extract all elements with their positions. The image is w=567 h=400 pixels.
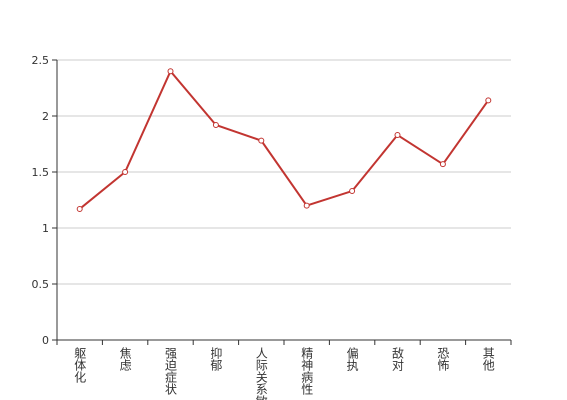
point <box>122 169 129 175</box>
x-tick-label: 强迫症状 <box>164 347 178 395</box>
point <box>167 68 174 75</box>
x-tick-label: 躯体化 <box>73 346 87 384</box>
line <box>79 69 490 210</box>
y-tick-label: 2 <box>42 110 49 123</box>
x-tick-label: 其他 <box>481 347 495 371</box>
x-tick-label: 抑郁 <box>209 346 223 372</box>
x-tick-label: 人际关系敏感 <box>254 347 268 400</box>
point <box>303 202 310 209</box>
x-tick-label: 恐怖 <box>436 347 450 371</box>
x-tick-label: 焦虑 <box>118 347 132 371</box>
point <box>439 161 446 168</box>
point <box>212 121 219 128</box>
point <box>349 188 356 195</box>
y-tick-label: 1 <box>42 222 49 235</box>
point <box>258 137 265 144</box>
point <box>394 132 401 139</box>
point <box>485 97 492 104</box>
point <box>76 205 83 212</box>
x-tick-label: 偏执 <box>345 346 359 372</box>
y-tick-label: 1.5 <box>32 166 50 179</box>
y-tick-label: 2.5 <box>32 54 50 67</box>
x-tick-label: 敌对 <box>391 346 405 371</box>
y-tick-label: 0 <box>42 334 49 347</box>
x-tick-label: 精神病性 <box>300 347 314 396</box>
y-tick-label: 0.5 <box>32 278 50 291</box>
